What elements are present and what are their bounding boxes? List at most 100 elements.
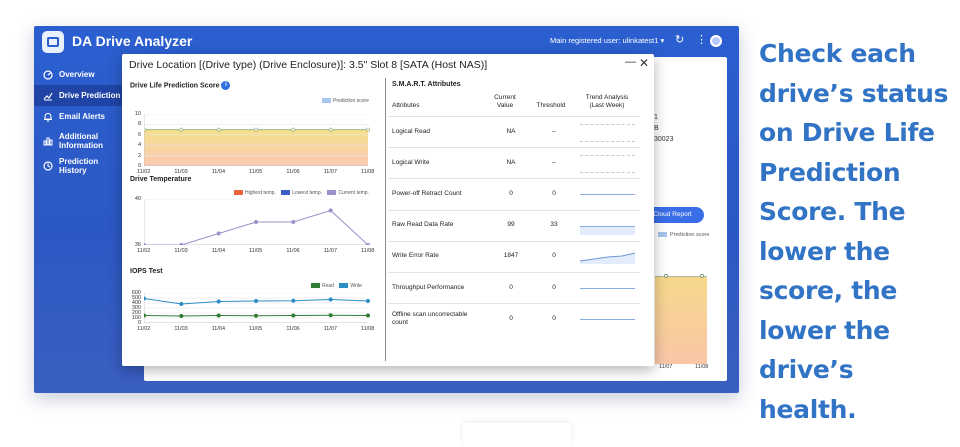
refresh-icon[interactable]: ↻ [675, 34, 685, 46]
data-point [254, 219, 259, 224]
y-tick-label: 200 [131, 310, 141, 316]
trend-sparkline [580, 226, 635, 236]
bell-icon [44, 112, 52, 122]
prediction-score-chart [144, 114, 370, 166]
row-divider [388, 209, 640, 211]
prediction-legend: Prediction score [318, 98, 369, 104]
x-tick-label: 11/05 [249, 169, 263, 175]
smart-attribute-name: Offline scan uncorrectable count [392, 310, 468, 326]
sidebar-item-additional-information[interactable]: Additional Information [34, 127, 126, 155]
decorative-footer-block [463, 423, 571, 447]
app-logo-icon [42, 31, 64, 53]
column-header-current-value: Current Value [494, 94, 516, 109]
info-icon[interactable]: i [221, 81, 231, 90]
smart-threshold-value: 0 [552, 314, 556, 322]
account-icon[interactable] [710, 35, 722, 47]
smart-attribute-name: Logical Read [392, 127, 430, 135]
smart-current-value: 0 [509, 283, 513, 291]
sidebar-item-label: Email Alerts [59, 112, 105, 121]
background-fragment: B [654, 125, 659, 132]
x-tick-label: 11/07 [323, 169, 338, 175]
data-point [144, 127, 146, 132]
y-tick-label: 2 [137, 152, 141, 159]
legend-read: Read [322, 283, 334, 289]
data-point [365, 299, 370, 304]
row-divider [388, 272, 640, 273]
app-title: DA Drive Analyzer [72, 33, 193, 49]
data-point [328, 297, 333, 302]
x-tick-label: 11/02 [137, 248, 151, 254]
x-tick-label: 11/04 [211, 169, 226, 175]
legend-current-temp: Current temp. [338, 190, 369, 196]
cloud-report-button[interactable]: a Cloud Report [642, 207, 704, 223]
x-tick-label: 11/06 [286, 169, 300, 175]
x-tick-label: 11/02 [137, 169, 151, 175]
trend-sparkline [580, 194, 635, 195]
drive-temperature-chart [144, 199, 370, 245]
iops-test-title: IOPS Test [130, 268, 163, 275]
y-tick-label: 100 [131, 315, 141, 321]
data-point [216, 231, 221, 236]
data-point [179, 243, 184, 245]
background-chart-point [700, 274, 704, 278]
y-tick-label: 600 [131, 290, 141, 296]
data-point [216, 299, 221, 304]
trend-sparkline [580, 287, 635, 289]
sidebar-item-email-alerts[interactable]: Email Alerts [34, 106, 126, 127]
data-point [291, 313, 296, 318]
x-tick-label: 11/08 [361, 248, 375, 254]
data-point [179, 301, 184, 306]
data-point [291, 298, 296, 303]
x-tick-label: 11/07 [323, 248, 338, 254]
legend-write: Write [350, 283, 362, 289]
x-tick-label: 11/06 [286, 326, 300, 332]
x-tick-label: 11/08 [361, 169, 375, 175]
trend-sparkline [580, 318, 635, 320]
registered-user-menu[interactable]: Main registered user: ulinkatest1 ▾ [550, 36, 665, 45]
trend-chart-icon [43, 92, 53, 100]
smart-attribute-name: Raw Read Data Rate [392, 221, 454, 229]
data-point [328, 127, 333, 132]
trend-sparkline [580, 124, 635, 125]
row-divider [388, 303, 640, 305]
smart-current-value: NA [506, 127, 516, 135]
minimize-icon[interactable]: — [625, 56, 636, 68]
bar-chart-icon [43, 137, 53, 146]
x-tick-label: 11/03 [174, 248, 188, 254]
y-tick-label: 400 [131, 300, 141, 306]
smart-attributes-title: S.M.A.R.T. Attributes [392, 81, 461, 88]
background-prediction-chart [655, 274, 707, 364]
smart-current-value: 0 [509, 190, 513, 197]
x-tick-label: 11/05 [249, 326, 263, 332]
background-x-tick: 11/07 [659, 364, 673, 370]
data-point [328, 208, 333, 213]
sidebar-item-drive-prediction[interactable]: Drive Prediction [34, 85, 126, 106]
data-point [216, 313, 221, 318]
sidebar-item-label: Drive Prediction [59, 91, 121, 100]
background-x-tick: 11/08 [695, 364, 709, 370]
iops-legend: Read Write [307, 283, 362, 289]
top-bar: DA Drive Analyzer Main registered user: … [34, 26, 739, 56]
more-vertical-icon[interactable]: ⋮ [696, 34, 707, 46]
sidebar-item-prediction-history[interactable]: Prediction History [34, 155, 126, 176]
speedometer-icon [43, 69, 53, 80]
y-tick-label: 0 [137, 320, 141, 326]
data-point [328, 313, 333, 318]
data-point [291, 219, 296, 224]
smart-threshold-value: 0 [552, 252, 556, 260]
row-divider [388, 240, 640, 242]
temperature-legend: Highest temp. Lowest temp. Current temp. [230, 190, 369, 196]
close-icon[interactable]: ✕ [639, 56, 650, 70]
x-tick-label: 11/07 [323, 326, 338, 332]
smart-current-value: 99 [507, 221, 515, 229]
sidebar-item-overview[interactable]: Overview [34, 64, 126, 85]
drive-temperature-title: Drive Temperature [130, 176, 192, 183]
sidebar: Overview Drive Prediction Email Alerts A… [34, 64, 126, 176]
data-point [254, 299, 259, 304]
data-point [291, 127, 296, 132]
clock-icon [43, 160, 53, 171]
sidebar-item-label: Prediction History [59, 156, 99, 175]
x-tick-label: 11/02 [137, 326, 151, 332]
y-tick-label: 500 [131, 295, 141, 301]
